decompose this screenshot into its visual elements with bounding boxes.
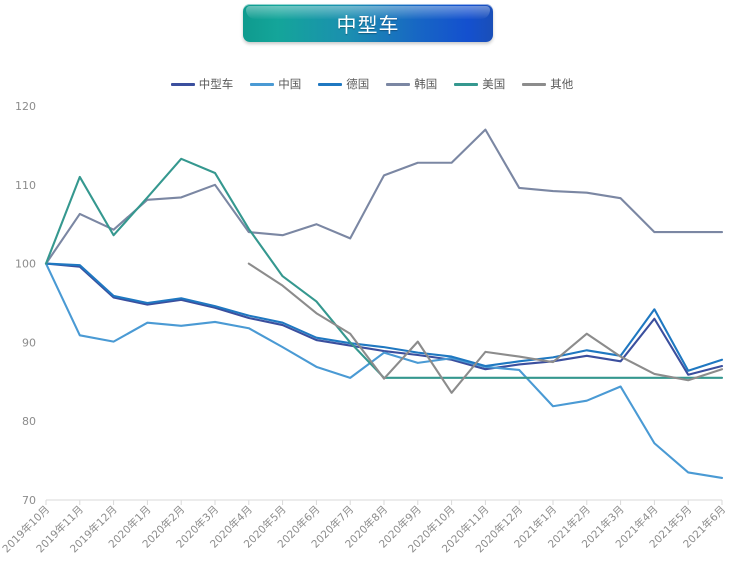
legend-item-label: 其他 (550, 77, 574, 91)
series-line-中国 (44, 262, 724, 479)
legend-item-label: 韩国 (414, 77, 438, 91)
legend-item[interactable]: 韩国 (386, 76, 437, 92)
legend-swatch-icon (318, 82, 343, 86)
legend-item-label: 美国 (482, 77, 506, 91)
legend-item[interactable]: 其他 (522, 76, 573, 92)
series-line-美国 (44, 157, 724, 379)
legend-item-label: 德国 (346, 77, 370, 91)
legend-swatch-icon (250, 82, 275, 86)
x-axis-group: 2019年10月2019年11月2019年12月2020年1月2020年2月20… (0, 499, 728, 555)
series-line-中型车 (44, 262, 724, 376)
legend-item[interactable]: 中国 (250, 76, 301, 92)
page-title: 中型车 (336, 12, 400, 37)
chart-legend: 中型车 中国 德国 韩国 美国 其他 (0, 76, 744, 92)
series-group (44, 128, 724, 479)
legend-item-label: 中型车 (198, 77, 234, 91)
y-axis-tick-label: 110 (15, 179, 36, 192)
series-line-德国 (44, 262, 724, 372)
legend-item[interactable]: 中型车 (170, 76, 234, 92)
y-axis-tick-label: 100 (15, 258, 36, 271)
legend-swatch-icon (386, 82, 411, 86)
y-axis-tick-label: 90 (22, 336, 36, 349)
y-axis-tick-label: 80 (22, 415, 36, 428)
legend-item[interactable]: 德国 (318, 76, 369, 92)
y-axis-tick-label: 70 (22, 494, 36, 507)
series-line-其他 (247, 262, 724, 394)
chart-title-banner: 中型车 (243, 4, 493, 42)
legend-swatch-icon (170, 82, 195, 86)
series-line-韩国 (44, 128, 724, 265)
legend-swatch-icon (522, 82, 547, 86)
legend-swatch-icon (454, 82, 479, 86)
legend-item[interactable]: 美国 (454, 76, 505, 92)
y-axis-tick-label: 120 (15, 100, 36, 113)
y-axis-labels: 70 80 90 100 110 120 (15, 100, 36, 507)
legend-item-label: 中国 (278, 77, 302, 91)
